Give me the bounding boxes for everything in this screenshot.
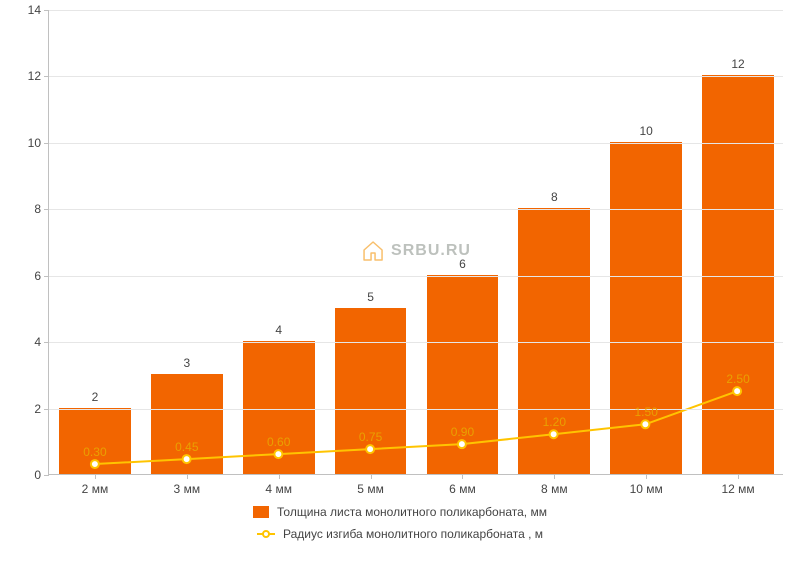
bar-value-label: 2 xyxy=(59,390,131,404)
chart-container: 2345681012 SRBU.RU 024681012142 мм3 мм4 … xyxy=(0,0,800,570)
line-value-label: 0.90 xyxy=(451,425,474,439)
bars-layer: 2345681012 xyxy=(49,10,783,474)
legend-swatch-bars xyxy=(253,506,269,518)
bar: 8 xyxy=(518,208,590,474)
y-tick-label: 14 xyxy=(11,3,41,17)
grid-line xyxy=(49,10,783,11)
y-tick-label: 8 xyxy=(11,202,41,216)
line-value-label: 1.50 xyxy=(635,405,658,419)
bar-value-label: 12 xyxy=(702,57,774,71)
x-tick-label: 12 мм xyxy=(721,482,754,496)
y-tick-label: 6 xyxy=(11,269,41,283)
y-tick-label: 10 xyxy=(11,136,41,150)
x-tick-mark xyxy=(187,474,188,479)
grid-line xyxy=(49,143,783,144)
y-tick-mark xyxy=(44,475,49,476)
grid-line xyxy=(49,76,783,77)
bar-value-label: 3 xyxy=(151,356,223,370)
x-tick-mark xyxy=(279,474,280,479)
bar: 10 xyxy=(610,142,682,474)
x-tick-mark xyxy=(371,474,372,479)
grid-line xyxy=(49,342,783,343)
line-value-label: 0.30 xyxy=(83,445,106,459)
line-value-label: 0.45 xyxy=(175,440,198,454)
x-tick-mark xyxy=(95,474,96,479)
line-value-label: 0.60 xyxy=(267,435,290,449)
x-tick-mark xyxy=(738,474,739,479)
grid-line xyxy=(49,409,783,410)
bar-value-label: 6 xyxy=(427,257,499,271)
x-tick-label: 5 мм xyxy=(357,482,384,496)
grid-line xyxy=(49,276,783,277)
x-tick-mark xyxy=(462,474,463,479)
y-tick-label: 12 xyxy=(11,69,41,83)
legend-item-line: Радиус изгиба монолитного поликарбоната … xyxy=(257,527,543,541)
y-tick-label: 2 xyxy=(11,402,41,416)
y-tick-mark xyxy=(44,76,49,77)
bar-value-label: 10 xyxy=(610,124,682,138)
y-tick-mark xyxy=(44,409,49,410)
x-tick-mark xyxy=(646,474,647,479)
line-value-label: 0.75 xyxy=(359,430,382,444)
y-tick-mark xyxy=(44,209,49,210)
y-tick-label: 0 xyxy=(11,468,41,482)
bar-value-label: 8 xyxy=(518,190,590,204)
legend: Толщина листа монолитного поликарбоната,… xyxy=(0,505,800,541)
x-tick-label: 10 мм xyxy=(630,482,663,496)
bar: 3 xyxy=(151,374,223,474)
legend-label-bars: Толщина листа монолитного поликарбоната,… xyxy=(277,505,547,519)
bar-value-label: 4 xyxy=(243,323,315,337)
y-tick-mark xyxy=(44,342,49,343)
x-tick-mark xyxy=(554,474,555,479)
bar-value-label: 5 xyxy=(335,290,407,304)
y-tick-mark xyxy=(44,276,49,277)
plot-area: 2345681012 SRBU.RU 024681012142 мм3 мм4 … xyxy=(48,10,783,475)
legend-swatch-line xyxy=(257,528,275,540)
y-tick-label: 4 xyxy=(11,335,41,349)
bar: 5 xyxy=(335,308,407,474)
line-value-label: 1.20 xyxy=(543,415,566,429)
x-tick-label: 4 мм xyxy=(265,482,292,496)
line-value-label: 2.50 xyxy=(726,372,749,386)
x-tick-label: 6 мм xyxy=(449,482,476,496)
y-tick-mark xyxy=(44,10,49,11)
x-tick-label: 8 мм xyxy=(541,482,568,496)
x-tick-label: 3 мм xyxy=(174,482,201,496)
y-tick-mark xyxy=(44,143,49,144)
legend-label-line: Радиус изгиба монолитного поликарбоната … xyxy=(283,527,543,541)
bar: 6 xyxy=(427,275,499,474)
x-tick-label: 2 мм xyxy=(82,482,109,496)
bar: 2 xyxy=(59,408,131,474)
grid-line xyxy=(49,209,783,210)
legend-item-bars: Толщина листа монолитного поликарбоната,… xyxy=(253,505,547,519)
